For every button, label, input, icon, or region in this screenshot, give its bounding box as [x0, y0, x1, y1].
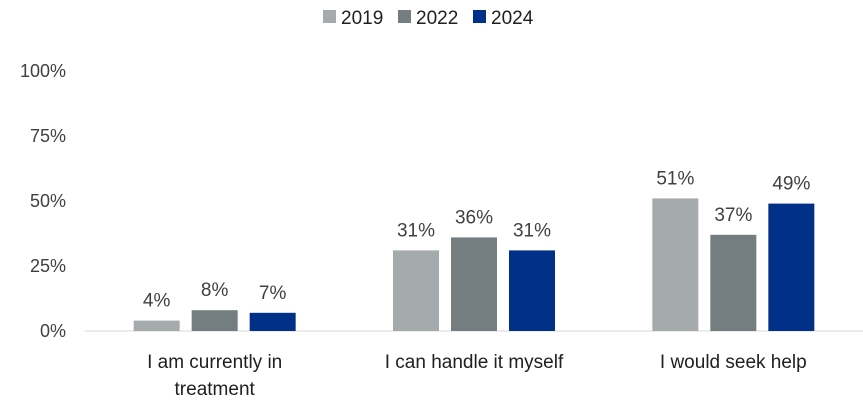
data-label: 8%: [201, 280, 229, 301]
y-tick-label: 100%: [20, 61, 66, 81]
chart-legend: 2019 2022 2024: [323, 8, 534, 29]
y-tick-label: 25%: [30, 256, 66, 276]
y-axis: 0% 25% 50% 75% 100%: [20, 61, 66, 341]
bar-2022: [191, 310, 238, 331]
data-label: 4%: [143, 291, 171, 312]
legend-swatch-2024: [473, 10, 486, 23]
y-tick-label: 50%: [30, 191, 66, 211]
bar-2022: [451, 237, 497, 331]
bar-2019: [652, 198, 699, 331]
data-label: 31%: [397, 220, 435, 241]
bar-2019: [133, 320, 180, 331]
data-label: 7%: [259, 283, 287, 304]
bar-2024: [509, 250, 555, 331]
x-category-label: treatment: [175, 379, 256, 400]
x-category-label: I would seek help: [660, 352, 807, 373]
legend-swatch-2019: [323, 10, 336, 23]
bars-layer: 4% 8% 7% 31% 36% 31% 51% 37% 49%: [133, 168, 815, 331]
x-axis-labels: I am currently in treatment I can handle i…: [147, 352, 807, 400]
bar-2024: [249, 312, 296, 331]
data-label: 31%: [513, 220, 551, 241]
bar-2019: [393, 250, 439, 331]
bar-2024: [768, 203, 815, 331]
x-category-label: I can handle it myself: [385, 352, 564, 373]
x-category-label: I am currently in: [147, 352, 282, 373]
bar-2022: [710, 234, 757, 331]
legend-label: 2022: [416, 8, 458, 29]
y-tick-label: 75%: [30, 126, 66, 146]
y-tick-label: 0%: [40, 321, 66, 341]
data-label: 49%: [772, 174, 810, 195]
data-label: 37%: [714, 205, 752, 226]
data-label: 36%: [455, 207, 493, 228]
data-label: 51%: [656, 168, 694, 189]
legend-label: 2024: [491, 8, 534, 29]
legend-label: 2019: [341, 8, 383, 29]
legend-swatch-2022: [398, 10, 411, 23]
